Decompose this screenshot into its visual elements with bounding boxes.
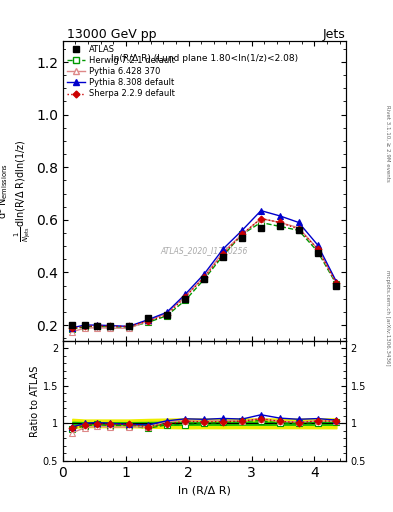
X-axis label: ln (R/Δ R): ln (R/Δ R) xyxy=(178,485,231,495)
Y-axis label: d² N$_\mathrm{emissions}$
$\frac{1}{N_\mathrm{jets}}$dln(R/Δ R)dln(1/z): d² N$_\mathrm{emissions}$ $\frac{1}{N_\m… xyxy=(0,139,33,242)
Text: ATLAS_2020_I1790256: ATLAS_2020_I1790256 xyxy=(161,246,248,255)
Text: 13000 GeV pp: 13000 GeV pp xyxy=(67,28,156,41)
Text: Jets: Jets xyxy=(323,28,346,41)
Text: ln(R/Δ R) (Lund plane 1.80<ln(1/z)<2.08): ln(R/Δ R) (Lund plane 1.80<ln(1/z)<2.08) xyxy=(111,54,298,63)
Y-axis label: Ratio to ATLAS: Ratio to ATLAS xyxy=(30,365,40,437)
Text: Rivet 3.1.10, ≥ 2.9M events: Rivet 3.1.10, ≥ 2.9M events xyxy=(385,105,390,182)
Text: mcplots.cern.ch [arXiv:1306.3436]: mcplots.cern.ch [arXiv:1306.3436] xyxy=(385,270,390,365)
Legend: ATLAS, Herwig 7.2.1 default, Pythia 6.428 370, Pythia 8.308 default, Sherpa 2.2.: ATLAS, Herwig 7.2.1 default, Pythia 6.42… xyxy=(65,44,176,100)
